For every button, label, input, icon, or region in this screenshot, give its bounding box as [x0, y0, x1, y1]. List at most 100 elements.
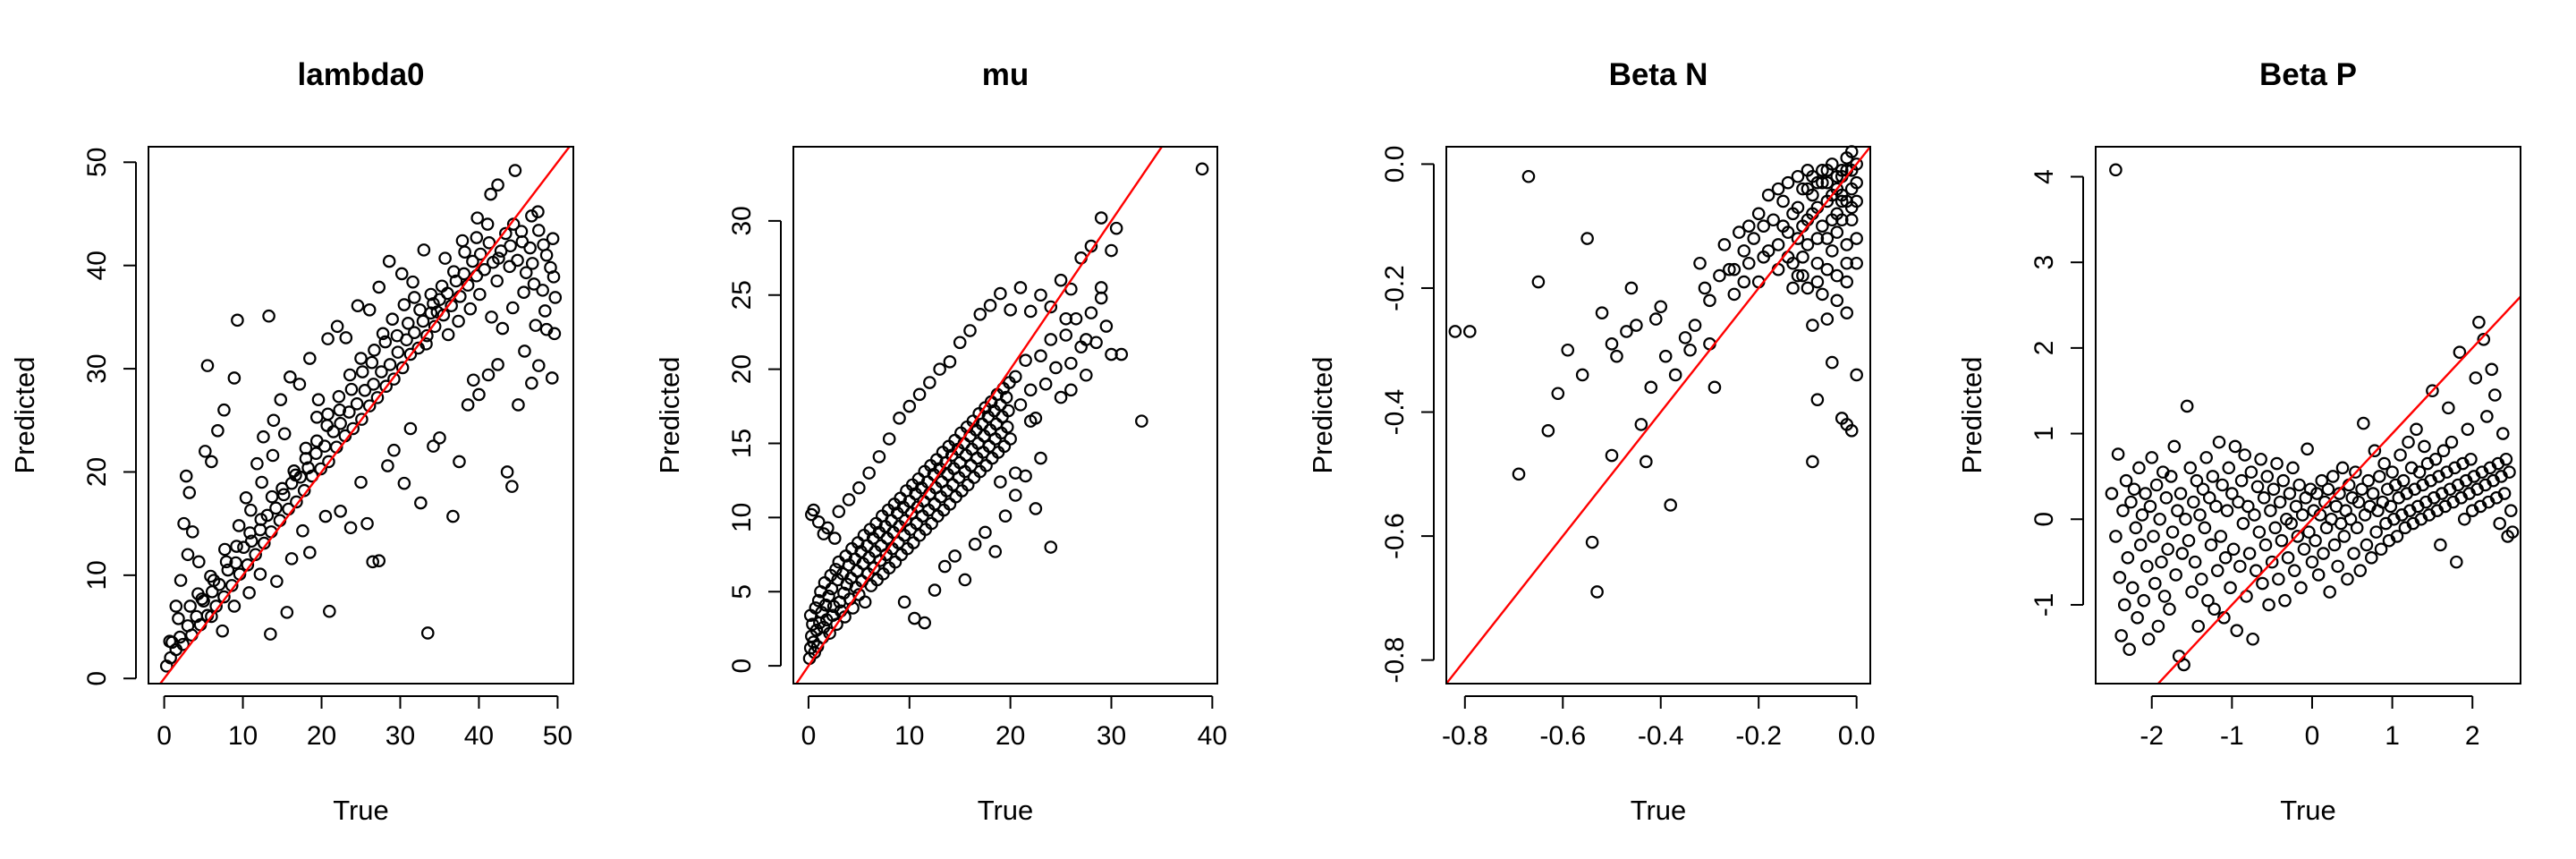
- data-points: [1448, 145, 1863, 599]
- data-point: [545, 371, 559, 385]
- data-point: [397, 298, 411, 311]
- data-point: [499, 226, 513, 241]
- data-point: [416, 314, 430, 328]
- data-point: [490, 274, 504, 288]
- data-point: [1727, 262, 1741, 276]
- data-point: [2436, 444, 2451, 458]
- data-point: [811, 515, 826, 529]
- data-point: [1648, 312, 1663, 326]
- data-point: [1064, 356, 1078, 370]
- data-point: [1727, 287, 1741, 302]
- data-point: [231, 313, 244, 327]
- data-point: [1796, 268, 1809, 283]
- data-point: [2256, 576, 2269, 591]
- data-point: [1791, 232, 1805, 245]
- data-point: [262, 309, 275, 323]
- data-point: [1830, 293, 1844, 308]
- data-point: [266, 448, 280, 463]
- data-point: [169, 600, 183, 613]
- data-point: [1094, 281, 1108, 294]
- data-point: [2295, 508, 2309, 522]
- data-point: [2331, 559, 2344, 574]
- data-point: [2212, 435, 2226, 449]
- data-point: [2294, 581, 2308, 595]
- reference-line: [2157, 295, 2521, 684]
- data-point: [2402, 435, 2415, 449]
- data-point: [2260, 470, 2275, 483]
- data-point: [2503, 465, 2516, 479]
- data-point: [531, 224, 546, 237]
- data-point: [2377, 456, 2391, 471]
- data-point: [2318, 495, 2332, 509]
- data-point: [2301, 442, 2314, 456]
- data-point: [195, 592, 209, 606]
- data-point: [420, 328, 434, 343]
- data-point: [2412, 465, 2427, 479]
- data-point: [2185, 585, 2199, 599]
- data-point: [1004, 303, 1017, 317]
- data-point: [244, 534, 258, 549]
- x-tick-label: -2: [2140, 721, 2164, 751]
- data-point: [387, 443, 401, 457]
- data-point: [351, 299, 365, 312]
- data-point: [2226, 542, 2241, 557]
- data-point: [1595, 306, 1609, 319]
- data-point: [1810, 275, 1825, 289]
- data-point: [435, 279, 449, 293]
- data-point: [2111, 447, 2125, 461]
- data-point: [355, 365, 369, 378]
- data-point: [344, 382, 359, 396]
- data-point: [303, 352, 317, 365]
- data-point: [229, 556, 242, 570]
- data-point: [2254, 452, 2267, 466]
- data-point: [1830, 225, 1844, 239]
- data-point: [2453, 345, 2467, 359]
- data-point: [2129, 521, 2143, 535]
- data-point: [1023, 383, 1038, 397]
- y-tick-label: 10: [82, 560, 112, 590]
- data-point: [2161, 542, 2174, 557]
- data-point: [1620, 325, 1633, 338]
- x-axis-label: True: [2280, 795, 2336, 826]
- data-point: [2244, 465, 2258, 479]
- data-point: [211, 424, 225, 438]
- data-point: [2165, 525, 2180, 539]
- x-tick-label: -0.6: [1539, 721, 1586, 751]
- data-point: [2410, 422, 2423, 437]
- data-point: [1002, 404, 1015, 418]
- data-point: [979, 525, 992, 540]
- data-point: [455, 234, 470, 248]
- data-point: [1038, 377, 1053, 391]
- data-point: [284, 552, 299, 566]
- data-point: [1816, 287, 1829, 302]
- data-point: [822, 589, 835, 603]
- data-point: [403, 347, 418, 361]
- data-point: [2396, 473, 2411, 488]
- data-point: [2230, 624, 2244, 637]
- data-point: [2180, 399, 2194, 413]
- data-point: [1844, 424, 1859, 438]
- data-point: [360, 516, 374, 531]
- data-point: [466, 254, 479, 268]
- data-point: [2485, 362, 2499, 377]
- data-point: [372, 554, 386, 567]
- data-point: [2315, 473, 2329, 488]
- data-point: [548, 291, 563, 304]
- data-point: [1776, 219, 1790, 233]
- data-point: [2201, 593, 2215, 608]
- data-point: [182, 486, 197, 499]
- data-point: [2238, 448, 2251, 462]
- y-tick-label: -1: [2029, 593, 2059, 617]
- data-point: [176, 637, 191, 651]
- data-point: [821, 521, 835, 535]
- data-point: [333, 403, 347, 417]
- data-point: [280, 606, 294, 619]
- data-point: [1757, 219, 1770, 233]
- data-point: [511, 253, 524, 268]
- data-point: [2262, 598, 2275, 612]
- data-point: [928, 583, 942, 597]
- data-point: [998, 509, 1013, 523]
- data-point: [1707, 380, 1722, 395]
- data-point: [968, 537, 982, 551]
- data-point: [1781, 175, 1795, 190]
